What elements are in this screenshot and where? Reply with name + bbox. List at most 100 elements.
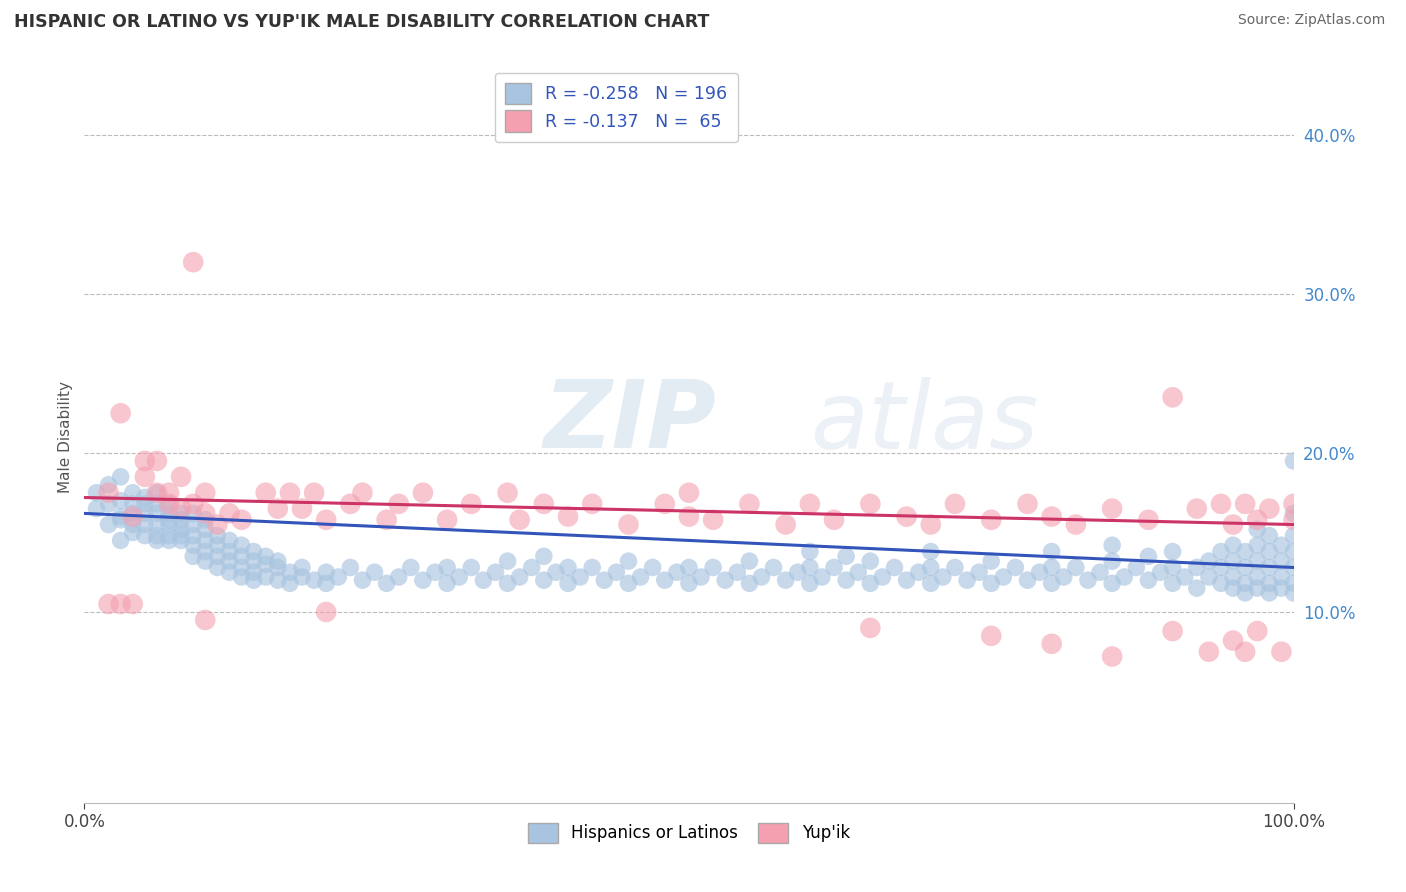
Point — [388, 570, 411, 584]
Point — [194, 544, 217, 558]
Point — [738, 554, 761, 568]
Point — [146, 507, 169, 521]
Point — [134, 470, 156, 484]
Point — [932, 570, 955, 584]
Point — [569, 570, 592, 584]
Point — [194, 533, 217, 548]
Point — [1028, 566, 1050, 580]
Point — [799, 560, 821, 574]
Point — [1040, 576, 1063, 591]
Point — [1198, 645, 1220, 659]
Point — [157, 529, 180, 543]
Point — [630, 570, 652, 584]
Point — [157, 485, 180, 500]
Point — [1258, 501, 1281, 516]
Point — [509, 570, 531, 584]
Point — [702, 513, 724, 527]
Point — [110, 470, 132, 484]
Point — [181, 517, 204, 532]
Point — [1137, 549, 1160, 564]
Point — [97, 597, 120, 611]
Point — [581, 560, 603, 574]
Point — [811, 570, 834, 584]
Point — [1282, 529, 1305, 543]
Point — [157, 497, 180, 511]
Point — [1282, 544, 1305, 558]
Point — [690, 570, 713, 584]
Point — [207, 517, 229, 532]
Point — [170, 529, 193, 543]
Point — [194, 522, 217, 536]
Point — [157, 533, 180, 548]
Point — [267, 560, 290, 574]
Point — [207, 560, 229, 574]
Point — [920, 517, 942, 532]
Point — [121, 597, 143, 611]
Point — [1282, 560, 1305, 574]
Point — [121, 485, 143, 500]
Point — [302, 573, 325, 587]
Point — [1234, 560, 1257, 574]
Point — [1077, 573, 1099, 587]
Point — [1209, 576, 1232, 591]
Point — [352, 485, 374, 500]
Point — [302, 485, 325, 500]
Point — [181, 255, 204, 269]
Point — [134, 491, 156, 505]
Point — [267, 573, 290, 587]
Point — [339, 497, 361, 511]
Point — [1198, 554, 1220, 568]
Point — [980, 513, 1002, 527]
Point — [581, 497, 603, 511]
Point — [412, 485, 434, 500]
Point — [1137, 513, 1160, 527]
Point — [1137, 573, 1160, 587]
Point — [1088, 566, 1111, 580]
Point — [218, 533, 240, 548]
Point — [484, 566, 506, 580]
Point — [315, 576, 337, 591]
Point — [1282, 576, 1305, 591]
Point — [1064, 560, 1087, 574]
Point — [194, 507, 217, 521]
Point — [859, 576, 882, 591]
Point — [157, 497, 180, 511]
Point — [1282, 454, 1305, 468]
Point — [254, 549, 277, 564]
Point — [872, 570, 894, 584]
Point — [509, 513, 531, 527]
Point — [110, 406, 132, 420]
Point — [1114, 570, 1136, 584]
Point — [1234, 586, 1257, 600]
Point — [1185, 560, 1208, 574]
Point — [1282, 513, 1305, 527]
Point — [533, 497, 555, 511]
Point — [907, 566, 929, 580]
Point — [170, 522, 193, 536]
Point — [617, 576, 640, 591]
Point — [617, 517, 640, 532]
Point — [544, 566, 567, 580]
Point — [194, 485, 217, 500]
Point — [1161, 544, 1184, 558]
Point — [980, 576, 1002, 591]
Point — [993, 570, 1015, 584]
Point — [605, 566, 627, 580]
Point — [1161, 576, 1184, 591]
Point — [1282, 507, 1305, 521]
Point — [1282, 497, 1305, 511]
Point — [1246, 513, 1268, 527]
Point — [121, 497, 143, 511]
Point — [291, 501, 314, 516]
Point — [121, 507, 143, 521]
Point — [738, 576, 761, 591]
Point — [762, 560, 785, 574]
Point — [496, 485, 519, 500]
Point — [641, 560, 664, 574]
Y-axis label: Male Disability: Male Disability — [58, 381, 73, 493]
Point — [472, 573, 495, 587]
Point — [218, 554, 240, 568]
Point — [956, 573, 979, 587]
Point — [1234, 576, 1257, 591]
Point — [134, 454, 156, 468]
